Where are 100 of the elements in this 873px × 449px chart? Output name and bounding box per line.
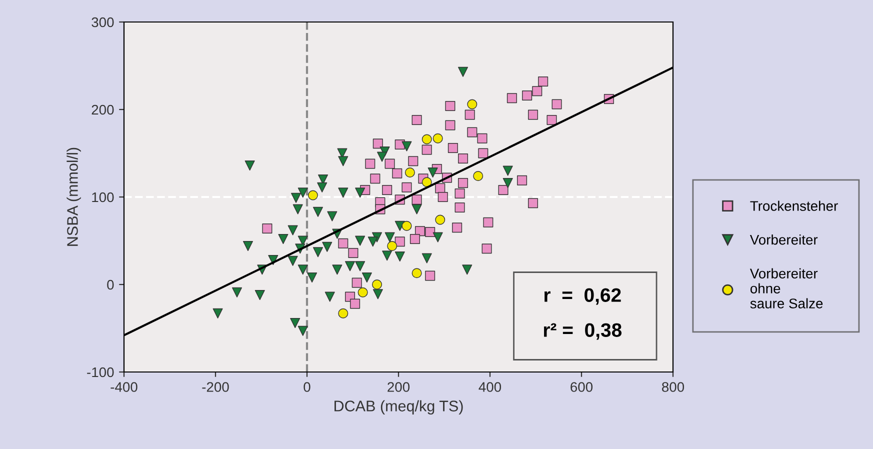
annotation: r² = 0,38 xyxy=(544,323,622,340)
point xyxy=(422,134,432,144)
point xyxy=(454,188,465,199)
legend-label: Vorbereiter ohne saure Salze xyxy=(750,268,823,308)
legend-label: Vorbereiter xyxy=(750,234,818,245)
x-tick-label: -200 xyxy=(202,382,229,392)
point xyxy=(368,236,378,247)
y-tick-label: 200 xyxy=(92,104,114,115)
point xyxy=(312,247,323,258)
legend-label: Trockensteher xyxy=(750,200,838,211)
point xyxy=(348,248,358,258)
point xyxy=(384,232,395,242)
point xyxy=(502,178,513,188)
point xyxy=(448,142,458,154)
point xyxy=(355,261,366,272)
point xyxy=(412,204,422,214)
point xyxy=(327,211,338,222)
point xyxy=(414,226,426,236)
annotation: r = 0,62 xyxy=(544,288,621,305)
point xyxy=(422,144,432,155)
x-tick-label: 200 xyxy=(388,382,410,392)
point xyxy=(467,99,478,110)
point xyxy=(338,238,348,248)
point xyxy=(498,184,508,196)
point xyxy=(452,222,462,233)
point xyxy=(502,166,513,176)
point xyxy=(517,175,528,186)
point xyxy=(254,290,265,300)
point xyxy=(372,138,383,149)
point xyxy=(445,120,456,130)
point xyxy=(350,298,360,309)
point xyxy=(372,289,383,300)
point xyxy=(506,93,517,104)
point xyxy=(412,194,422,205)
point xyxy=(358,287,368,298)
point xyxy=(404,167,415,178)
point xyxy=(392,168,402,178)
point xyxy=(477,133,488,144)
point xyxy=(445,100,456,112)
point xyxy=(365,158,376,169)
point xyxy=(298,188,308,198)
point xyxy=(338,156,348,166)
point xyxy=(288,256,298,266)
point xyxy=(464,110,475,120)
point xyxy=(425,270,436,281)
point xyxy=(402,182,412,192)
point xyxy=(338,188,348,198)
point xyxy=(538,76,548,87)
y-tick-label: 0 xyxy=(107,280,114,290)
point xyxy=(324,292,335,302)
point xyxy=(352,278,362,288)
point xyxy=(432,232,443,242)
point xyxy=(402,141,412,152)
point xyxy=(370,174,380,184)
point xyxy=(291,192,302,203)
point xyxy=(458,66,468,77)
point xyxy=(298,326,308,336)
point xyxy=(355,236,366,246)
point xyxy=(394,236,405,247)
point xyxy=(422,253,432,264)
point xyxy=(435,183,446,194)
point xyxy=(454,202,465,213)
point xyxy=(298,264,308,275)
point xyxy=(394,251,405,262)
point xyxy=(288,225,298,236)
point xyxy=(473,170,484,182)
y-tick-label: 300 xyxy=(92,17,114,28)
point xyxy=(482,244,492,254)
point xyxy=(552,99,562,110)
point xyxy=(408,156,418,166)
point xyxy=(478,148,488,158)
point xyxy=(402,220,412,231)
point xyxy=(438,192,448,202)
point xyxy=(528,198,538,208)
point xyxy=(244,160,255,171)
point xyxy=(212,308,223,318)
point xyxy=(355,188,366,198)
point xyxy=(307,272,318,283)
point xyxy=(412,114,422,126)
y-tick-label: 100 xyxy=(92,192,114,202)
point xyxy=(467,127,478,138)
point xyxy=(312,206,323,217)
point xyxy=(522,90,532,101)
y-tick-label: -100 xyxy=(87,367,114,378)
point xyxy=(384,158,395,169)
point xyxy=(532,86,542,96)
point xyxy=(458,153,468,164)
point xyxy=(528,110,538,120)
point xyxy=(546,114,557,126)
point xyxy=(435,214,446,225)
point xyxy=(483,217,494,228)
point xyxy=(462,264,472,275)
point xyxy=(412,268,422,278)
point xyxy=(332,264,342,275)
point xyxy=(377,152,388,162)
point xyxy=(428,167,438,178)
point xyxy=(382,184,392,196)
point xyxy=(387,240,398,252)
x-axis-title: DCAB (meq/kg TS) xyxy=(334,400,463,414)
x-tick-label: 400 xyxy=(478,382,502,392)
